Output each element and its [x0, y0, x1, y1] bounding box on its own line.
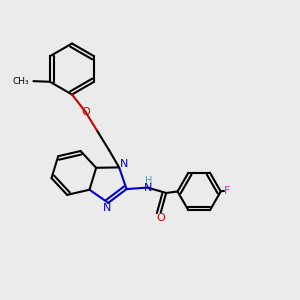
- Text: F: F: [224, 187, 231, 196]
- Text: N: N: [120, 159, 129, 170]
- Text: N: N: [103, 203, 111, 213]
- Text: CH₃: CH₃: [13, 76, 29, 85]
- Text: N: N: [143, 183, 152, 193]
- Text: H: H: [145, 176, 152, 186]
- Text: O: O: [156, 213, 165, 223]
- Text: O: O: [82, 107, 91, 117]
